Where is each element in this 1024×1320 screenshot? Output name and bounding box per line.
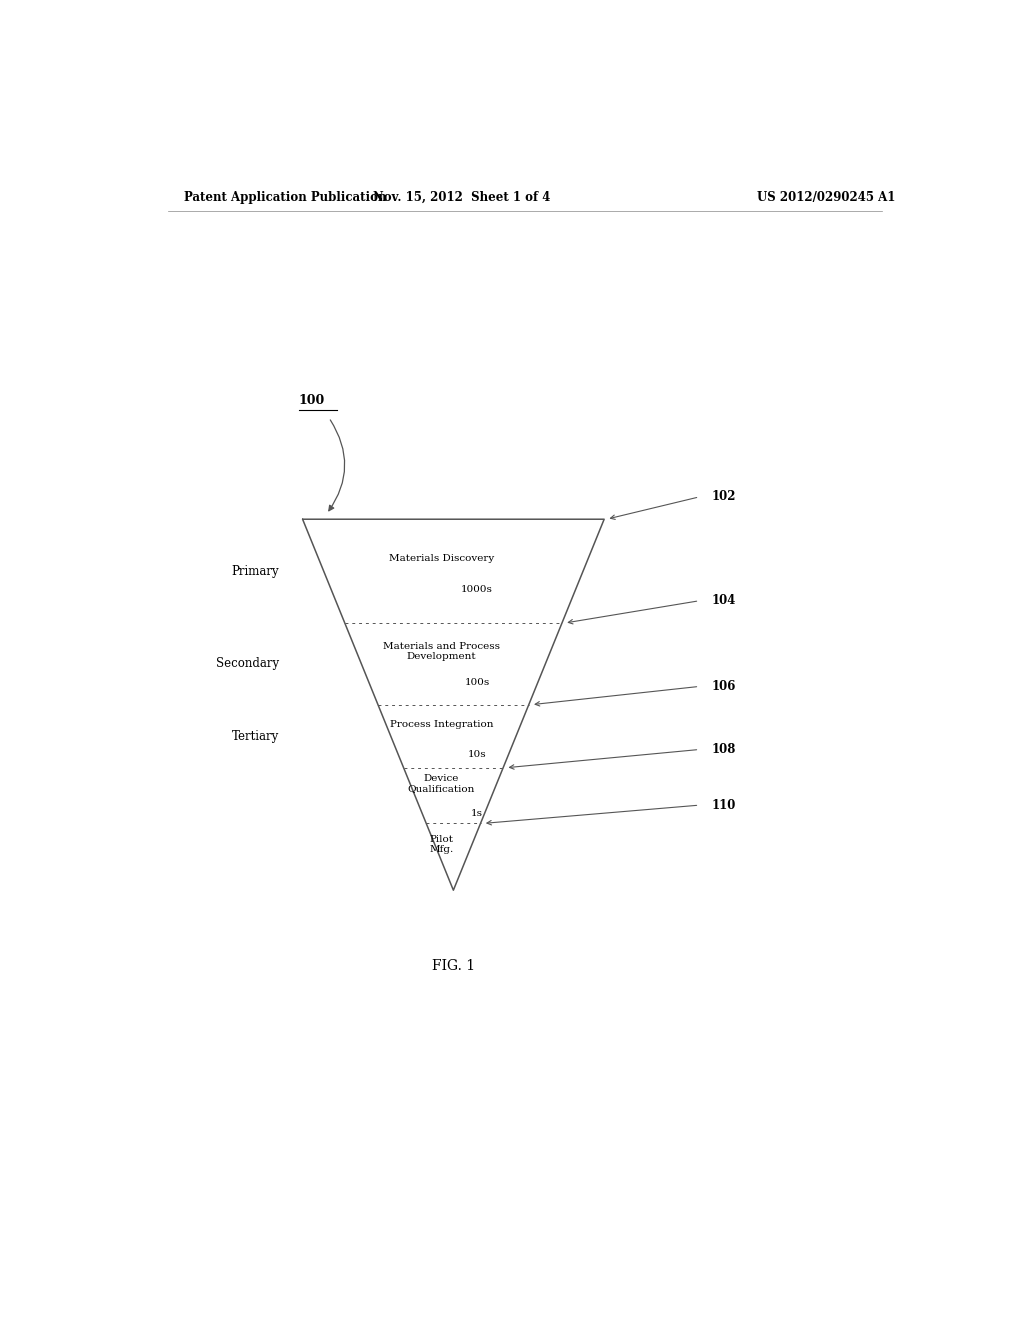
Text: Pilot
Mfg.: Pilot Mfg. xyxy=(429,836,454,854)
Text: 102: 102 xyxy=(712,490,736,503)
Text: Primary: Primary xyxy=(231,565,279,578)
Text: 108: 108 xyxy=(712,743,735,756)
Text: Device
Qualification: Device Qualification xyxy=(408,774,475,793)
Text: Materials Discovery: Materials Discovery xyxy=(389,554,495,564)
Text: Secondary: Secondary xyxy=(216,657,279,671)
Text: FIG. 1: FIG. 1 xyxy=(432,960,475,973)
Text: Nov. 15, 2012  Sheet 1 of 4: Nov. 15, 2012 Sheet 1 of 4 xyxy=(373,190,550,203)
Text: 106: 106 xyxy=(712,680,735,693)
FancyArrowPatch shape xyxy=(329,420,345,511)
Text: Tertiary: Tertiary xyxy=(231,730,279,743)
Text: US 2012/0290245 A1: US 2012/0290245 A1 xyxy=(757,190,896,203)
Text: 1s: 1s xyxy=(471,809,483,818)
Text: 104: 104 xyxy=(712,594,735,607)
Text: 100s: 100s xyxy=(465,677,489,686)
Text: Materials and Process
Development: Materials and Process Development xyxy=(383,642,500,661)
Text: Process Integration: Process Integration xyxy=(390,719,494,729)
Text: 10s: 10s xyxy=(468,750,486,759)
Text: 110: 110 xyxy=(712,799,735,812)
Text: Patent Application Publication: Patent Application Publication xyxy=(183,190,386,203)
Text: 100: 100 xyxy=(299,395,325,408)
Text: 1000s: 1000s xyxy=(461,585,494,594)
